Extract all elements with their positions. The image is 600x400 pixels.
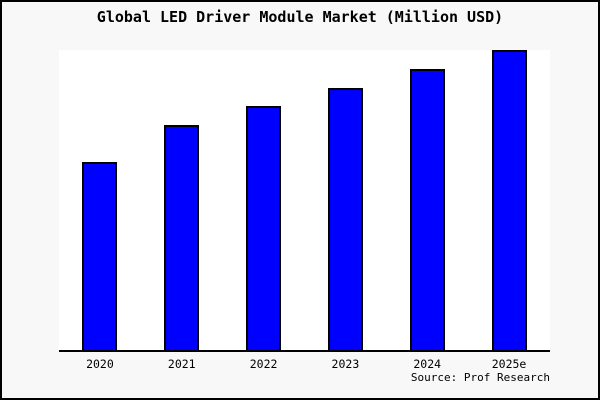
bar-column <box>59 50 141 350</box>
x-tick-label-2025e: 2025e <box>491 357 527 371</box>
x-tick-label-2022: 2022 <box>249 357 278 371</box>
source-credit: Source: Prof Research <box>410 371 550 384</box>
x-tick-label-2020: 2020 <box>86 357 114 371</box>
chart-title: Global LED Driver Module Market (Million… <box>96 8 504 26</box>
x-tick-label-2024: 2024 <box>413 357 442 371</box>
bar-2021 <box>164 125 200 350</box>
bar-2024 <box>409 69 445 350</box>
bar-column <box>468 50 550 350</box>
x-tick-label-2023: 2023 <box>331 357 360 371</box>
bar-2023 <box>327 88 363 350</box>
bars-row <box>59 50 550 350</box>
bar-2025e <box>491 50 527 350</box>
bar-column <box>141 50 223 350</box>
bar-2022 <box>246 106 282 350</box>
x-tick-label-2021: 2021 <box>167 357 196 371</box>
bar-2020 <box>82 162 118 350</box>
bar-column <box>304 50 386 350</box>
plot-area <box>59 50 550 352</box>
bar-column <box>386 50 468 350</box>
x-axis-labels: 2020 2021 2022 2023 2024 2025e <box>59 357 550 371</box>
bar-column <box>223 50 305 350</box>
